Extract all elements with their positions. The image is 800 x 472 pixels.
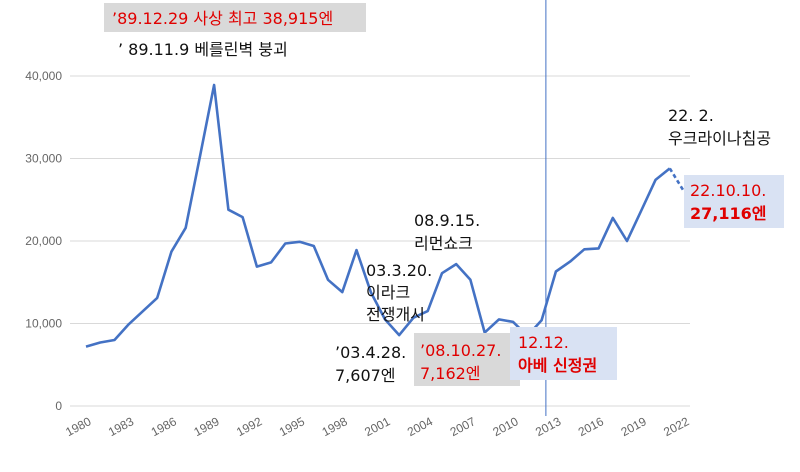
x-axis-ticks: 1980 1983 1986 1989 1992 1995 1998 2001 2004 2007…: [63, 414, 691, 439]
annotation-iraq-line-1: 03.3.20.: [366, 261, 432, 280]
annotation-abe-line-2: 아베 신정권: [518, 356, 597, 375]
annotation-low2008-line-2: 7,162엔: [420, 364, 481, 383]
annotation-ukraine-line-2: 우크라이나침공: [668, 129, 771, 148]
annotation-low2003-line-1: ’03.4.28.: [335, 343, 406, 362]
x-tick-label: 2001: [362, 414, 392, 439]
annotation-ukraine-line-1: 22. 2.: [668, 106, 714, 125]
x-tick-label: 1980: [63, 414, 93, 439]
x-tick-label: 1995: [277, 414, 307, 439]
annotation-berlin: ’ 89.11.9 베를린벽 붕괴: [118, 40, 288, 59]
annotation-latest-line-2: 27,116엔: [690, 204, 766, 223]
annotation-abe-box: [510, 327, 617, 380]
series-line: [85, 83, 671, 348]
annotation-iraq: 03.3.20. 이라크 전쟁개시: [366, 261, 432, 324]
annotation-latest-box: [684, 175, 784, 228]
annotation-low2008: ’08.10.27. 7,162엔: [414, 333, 520, 386]
annotation-lehman-line-1: 08.9.15.: [414, 211, 480, 230]
annotation-lehman: 08.9.15. 리먼쇼크: [414, 211, 480, 253]
annotation-iraq-line-3: 전쟁개시: [366, 305, 425, 324]
annotation-low2008-line-1: ’08.10.27.: [420, 341, 501, 360]
y-tick-label: 0: [55, 399, 62, 413]
annotation-peak: ’89.12.29 사상 최고 38,915엔: [104, 3, 366, 32]
annotation-low2003-line-2: 7,607엔: [335, 366, 396, 385]
annotation-low2003: ’03.4.28. 7,607엔: [335, 343, 406, 385]
x-tick-label: 1983: [106, 414, 136, 439]
annotation-iraq-line-2: 이라크: [366, 283, 410, 302]
annotation-peak-line: ’89.12.29 사상 최고 38,915엔: [112, 9, 333, 28]
x-tick-label: 1998: [320, 414, 350, 439]
annotation-low2008-box: [414, 333, 520, 386]
x-tick-label: 1989: [191, 414, 221, 439]
y-tick-label: 10,000: [25, 317, 62, 331]
annotation-peak-box: [104, 3, 366, 32]
series-layer: [85, 83, 686, 348]
x-tick-label: 2016: [576, 414, 606, 439]
annotation-ukraine: 22. 2. 우크라이나침공: [668, 106, 771, 148]
y-axis-ticks: 0 10,000 20,000 30,000 40,000: [25, 69, 62, 413]
y-tick-label: 20,000: [25, 234, 62, 248]
annotation-lehman-line-2: 리먼쇼크: [414, 234, 473, 253]
y-tick-label: 40,000: [25, 69, 62, 83]
x-tick-label: 2022: [661, 414, 691, 439]
annotation-latest-line-1: 22.10.10.: [690, 181, 766, 200]
x-tick-label: 2010: [490, 414, 520, 439]
annotation-berlin-line: ’ 89.11.9 베를린벽 붕괴: [118, 40, 288, 59]
annotation-latest: 22.10.10. 27,116엔: [684, 175, 784, 228]
series-projection-line: [668, 167, 686, 193]
x-tick-label: 1992: [234, 414, 264, 439]
x-tick-label: 2004: [405, 414, 435, 439]
x-tick-label: 2007: [448, 414, 478, 439]
x-tick-label: 1986: [149, 414, 179, 439]
gridlines: [70, 75, 690, 407]
annotation-abe: 12.12. 아베 신정권: [510, 327, 617, 380]
x-tick-label: 2019: [619, 414, 649, 439]
x-tick-label: 2013: [533, 414, 563, 439]
y-tick-label: 30,000: [25, 152, 62, 166]
annotation-abe-line-1: 12.12.: [518, 333, 569, 352]
